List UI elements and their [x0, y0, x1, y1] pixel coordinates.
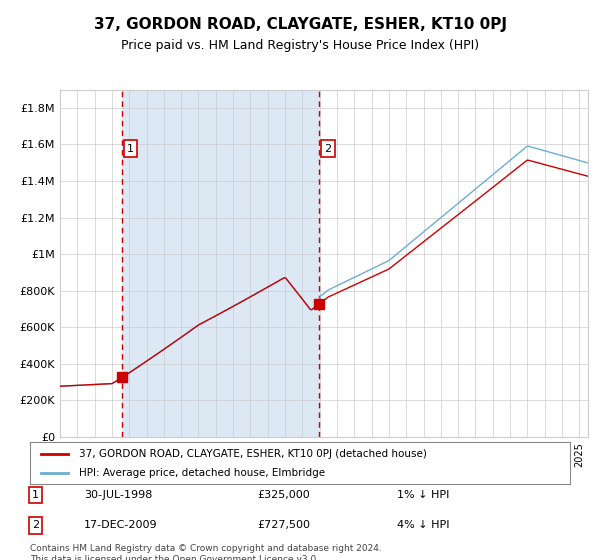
Text: 2: 2: [32, 520, 39, 530]
Text: 2: 2: [324, 143, 331, 153]
Text: Price paid vs. HM Land Registry's House Price Index (HPI): Price paid vs. HM Land Registry's House …: [121, 39, 479, 52]
Text: 37, GORDON ROAD, CLAYGATE, ESHER, KT10 0PJ: 37, GORDON ROAD, CLAYGATE, ESHER, KT10 0…: [94, 17, 506, 32]
Bar: [122, 90, 319, 437]
Text: HPI: Average price, detached house, Elmbridge: HPI: Average price, detached house, Elmb…: [79, 468, 325, 478]
Text: £727,500: £727,500: [257, 520, 310, 530]
Text: 1: 1: [127, 143, 134, 153]
Text: 1% ↓ HPI: 1% ↓ HPI: [397, 490, 449, 500]
Text: Contains HM Land Registry data © Crown copyright and database right 2024.
This d: Contains HM Land Registry data © Crown c…: [30, 544, 382, 560]
Text: 1: 1: [32, 490, 39, 500]
Text: 30-JUL-1998: 30-JUL-1998: [84, 490, 152, 500]
Text: 17-DEC-2009: 17-DEC-2009: [84, 520, 158, 530]
Text: 4% ↓ HPI: 4% ↓ HPI: [397, 520, 450, 530]
Text: 37, GORDON ROAD, CLAYGATE, ESHER, KT10 0PJ (detached house): 37, GORDON ROAD, CLAYGATE, ESHER, KT10 0…: [79, 449, 427, 459]
Text: £325,000: £325,000: [257, 490, 310, 500]
